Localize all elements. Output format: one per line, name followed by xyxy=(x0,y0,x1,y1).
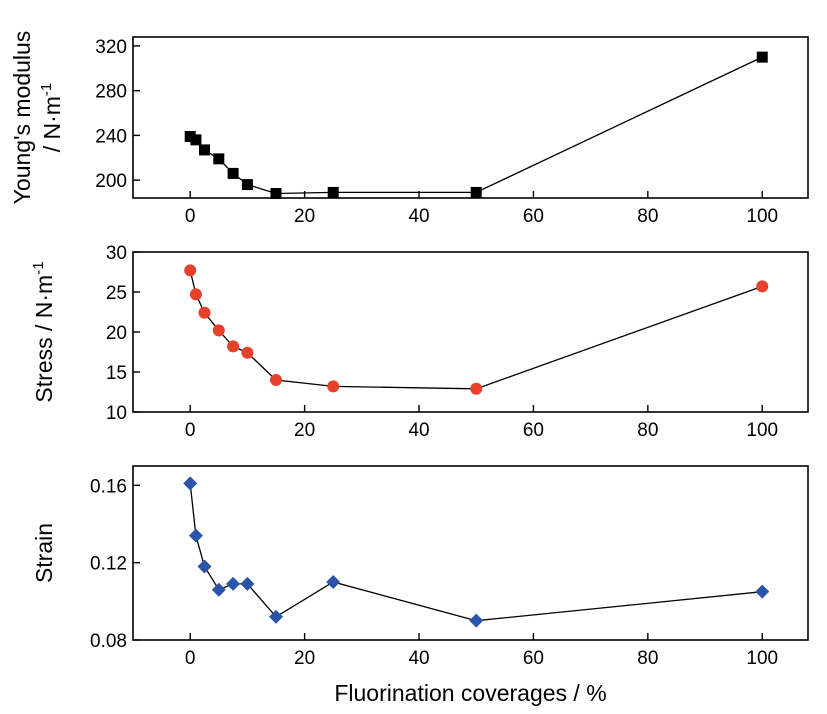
strain-x-tick-label: 100 xyxy=(746,648,778,669)
strain-point xyxy=(183,476,198,491)
stress-point xyxy=(198,306,211,319)
stress-point xyxy=(212,324,225,337)
youngs-modulus-point xyxy=(270,188,282,200)
youngs-modulus-plot-frame xyxy=(132,36,809,199)
youngs-modulus-point xyxy=(241,179,253,191)
strain-series-line xyxy=(189,483,763,622)
youngs-modulus-point xyxy=(190,134,202,146)
youngs-modulus-point xyxy=(213,153,225,165)
strain-point xyxy=(326,575,341,589)
stress-y-tick-label: 20 xyxy=(106,323,127,344)
strain-point xyxy=(240,576,255,591)
youngs-modulus-point xyxy=(327,186,339,198)
youngs-modulus-y-axis-title: / N·m-1 xyxy=(38,83,65,153)
stress-point xyxy=(756,280,769,293)
stress-series-line xyxy=(189,270,763,390)
strain-y-tick-label: 0.12 xyxy=(90,554,127,575)
stress-point xyxy=(184,264,197,277)
youngs-modulus-x-tick-label: 20 xyxy=(294,206,315,227)
stress-x-tick-label: 40 xyxy=(408,420,429,441)
strain-x-tick-label: 60 xyxy=(523,648,544,669)
strain-point xyxy=(188,528,203,543)
youngs-modulus-x-tick-label: 0 xyxy=(185,206,196,227)
youngs-modulus-point xyxy=(470,186,482,198)
youngs-modulus-x-tick-label: 100 xyxy=(746,206,778,227)
stress-point xyxy=(270,374,283,386)
youngs-modulus-x-tick-label: 40 xyxy=(408,206,429,227)
stress-y-tick-label: 10 xyxy=(106,403,127,424)
strain-panel: 0 20 40 60 80 100 0.08 0.12 0.16 Strain Fluorinati… xyxy=(31,465,809,706)
youngs-modulus-y-tick-label: 280 xyxy=(95,82,127,103)
stress-point xyxy=(241,346,254,359)
strain-x-axis-title: Fluorination coverages / % xyxy=(334,680,606,706)
strain-x-tick-label: 20 xyxy=(294,648,315,669)
strain-point xyxy=(469,613,484,628)
youngs-modulus-point xyxy=(227,167,239,179)
strain-point xyxy=(755,584,770,599)
youngs-modulus-y-tick-label: 320 xyxy=(95,37,127,58)
strain-point xyxy=(197,559,212,574)
stress-point xyxy=(327,380,340,393)
stress-y-tick-label: 30 xyxy=(106,243,127,264)
strain-point xyxy=(211,582,226,597)
stress-x-tick-label: 60 xyxy=(523,420,544,441)
youngs-modulus-point xyxy=(756,51,768,63)
youngs-modulus-x-tick-label: 60 xyxy=(523,206,544,227)
stress-point xyxy=(189,288,202,301)
strain-plot-frame xyxy=(132,465,809,641)
stress-point xyxy=(470,382,483,395)
strain-y-tick-label: 0.08 xyxy=(90,631,127,652)
strain-y-tick-label: 0.16 xyxy=(90,476,127,497)
strain-x-tick-label: 0 xyxy=(185,648,196,669)
youngs-modulus-y-tick-label: 240 xyxy=(95,126,127,147)
youngs-modulus-y-axis-title: Young's modulus xyxy=(9,31,35,205)
youngs-modulus-point xyxy=(184,131,196,143)
stress-point xyxy=(227,340,240,353)
strain-x-tick-label: 40 xyxy=(408,648,429,669)
youngs-modulus-y-tick-label: 200 xyxy=(95,171,127,192)
stress-y-axis-title: Stress / N·m-1 xyxy=(30,261,57,402)
strain-x-tick-label: 80 xyxy=(637,648,658,669)
strain-y-axis-title: Strain xyxy=(31,523,57,583)
stress-x-tick-label: 20 xyxy=(294,420,315,441)
youngs-modulus-panel: 0 20 40 60 80 100 200 240 280 320 Young's modulus /… xyxy=(9,31,809,227)
stress-x-tick-label: 0 xyxy=(185,420,196,441)
youngs-modulus-x-tick-label: 80 xyxy=(637,206,658,227)
stress-x-tick-label: 100 xyxy=(746,420,778,441)
stress-y-tick-label: 25 xyxy=(106,283,127,304)
stress-x-tick-label: 80 xyxy=(637,420,658,441)
strain-point xyxy=(226,576,241,591)
stress-y-tick-label: 15 xyxy=(106,363,127,384)
youngs-modulus-point xyxy=(199,144,211,156)
stress-panel: 0 20 40 60 80 100 10 15 20 25 30 Stress / N·m-1 xyxy=(30,243,809,441)
strain-point xyxy=(269,609,284,624)
youngs-modulus-series-line xyxy=(189,56,763,195)
